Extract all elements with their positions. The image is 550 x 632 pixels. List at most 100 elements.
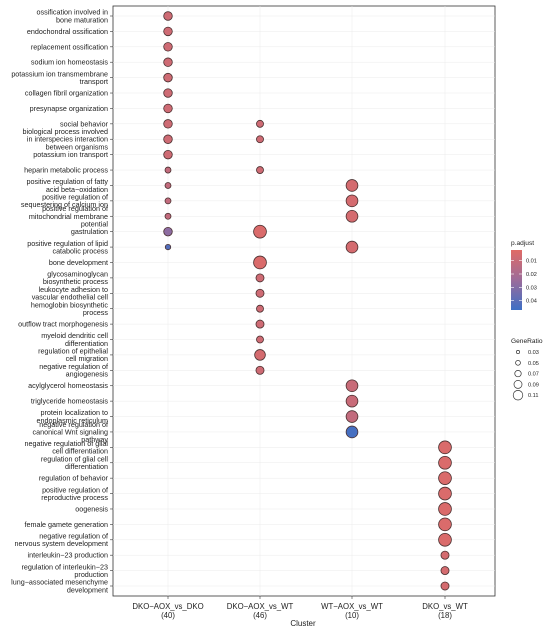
- term-label: potassium ion transport: [33, 150, 108, 159]
- data-point: [164, 243, 172, 251]
- color-legend-ticks: 0.01 0.02 0.03 0.04: [511, 259, 537, 305]
- term-label: regulation of behavior: [39, 474, 109, 483]
- data-point: [256, 166, 264, 174]
- term-label: potassium ion transmembrane transport: [11, 69, 108, 86]
- term-label: social behavior: [60, 119, 109, 128]
- data-point: [256, 304, 264, 313]
- cluster-count-label: (40): [161, 611, 175, 620]
- color-legend-title: p.adjust: [511, 240, 534, 247]
- term-label: oogenesis: [75, 504, 108, 513]
- cluster-count-label: (46): [253, 611, 267, 620]
- term-label: replacement ossification: [31, 42, 108, 51]
- size-legend-label: 0.07: [528, 372, 539, 378]
- term-label: regulation of glial cell differentiation: [41, 454, 109, 471]
- term-label: negative regulation of canonical Wnt sign…: [32, 420, 108, 444]
- data-point: [164, 212, 172, 220]
- cluster-name-label: DKO−AOX_vs_DKO: [132, 602, 203, 611]
- x-axis-title: Cluster: [290, 619, 316, 628]
- data-point: [253, 224, 267, 239]
- cluster-name-label: WT−AOX_vs_WT: [321, 602, 383, 611]
- data-points: [163, 11, 452, 591]
- data-point: [440, 550, 450, 560]
- term-label: acylglycerol homeostasis: [28, 381, 108, 390]
- term-label: gastrulation: [71, 227, 108, 236]
- data-point: [438, 532, 452, 547]
- term-label: sodium ion homeostasis: [31, 58, 109, 67]
- term-label: positive regulation of lipid catabolic pr…: [27, 239, 108, 256]
- data-point: [163, 11, 173, 21]
- data-point: [438, 486, 452, 501]
- data-point: [253, 255, 267, 270]
- term-label: heparin metabolic process: [24, 166, 108, 175]
- data-point: [163, 134, 173, 144]
- color-legend-bar: [511, 250, 522, 310]
- size-legend-circle: [514, 370, 522, 378]
- term-label: negative regulation of angiogenesis: [39, 362, 108, 379]
- data-point: [345, 194, 359, 208]
- term-label: positive regulation of fatty acid beta−ox…: [26, 177, 108, 194]
- data-point: [438, 455, 452, 470]
- data-point: [438, 440, 452, 455]
- data-point: [256, 119, 264, 128]
- size-legend-label: 0.05: [528, 361, 539, 367]
- term-label: glycosaminoglycan biosynthetic process: [43, 270, 109, 287]
- term-label: negative regulation of nervous system dev…: [15, 531, 108, 548]
- size-legend: GeneRatio 0.03 0.05 0.07 0.09 0.11: [511, 338, 543, 401]
- data-point: [164, 182, 172, 189]
- data-point: [345, 209, 359, 223]
- color-legend: p.adjust 0.01 0.02 0.03 0.04: [511, 240, 537, 310]
- data-point: [255, 365, 265, 375]
- size-legend-circle: [515, 350, 520, 355]
- term-label: female gamete generation: [24, 520, 108, 529]
- term-label: hemoglobin biosynthetic process: [31, 300, 109, 317]
- term-label: positive regulation of reproductive proce…: [41, 485, 108, 502]
- size-legend-items: 0.03 0.05 0.07 0.09 0.11: [512, 350, 539, 401]
- cluster-count-label: (10): [345, 611, 359, 620]
- data-point: [345, 410, 359, 423]
- data-point: [438, 517, 452, 532]
- data-point: [164, 166, 172, 174]
- term-label: endochondral ossification: [27, 27, 108, 36]
- term-label: triglyceride homeostasis: [31, 397, 109, 406]
- grid-lines: [113, 6, 495, 596]
- data-point: [163, 57, 173, 67]
- size-legend-label: 0.11: [528, 393, 538, 399]
- term-label: positive regulation of sequestering of ca…: [21, 193, 108, 210]
- data-point: [163, 26, 173, 37]
- data-point: [163, 72, 173, 83]
- data-point: [163, 149, 173, 160]
- data-point: [164, 197, 172, 205]
- data-point: [345, 394, 359, 408]
- cluster-count-label: (18): [438, 611, 452, 620]
- size-legend-circle: [512, 390, 524, 401]
- data-point: [345, 179, 359, 192]
- color-tick-label: 0.04: [526, 299, 537, 305]
- data-point: [256, 335, 264, 344]
- term-label: presynapse organization: [30, 104, 108, 113]
- data-point: [345, 425, 359, 439]
- term-label: ossification involved in bone maturation: [36, 8, 108, 25]
- size-legend-circle: [513, 380, 523, 389]
- size-legend-circle: [515, 360, 521, 366]
- data-point: [345, 240, 359, 254]
- color-tick-label: 0.03: [526, 285, 537, 291]
- term-label: negative regulation of glial cell differe…: [24, 439, 108, 456]
- term-label: myeloid dendritic cell differentiation: [41, 331, 108, 348]
- x-axis-cluster-labels: DKO−AOX_vs_DKO(40) DKO−AOX_vs_WT(46) WT−AO…: [132, 596, 468, 620]
- data-point: [256, 135, 264, 144]
- data-point: [255, 288, 265, 298]
- data-point: [163, 226, 173, 237]
- cluster-name-label: DKO−AOX_vs_WT: [227, 602, 294, 611]
- data-point: [163, 119, 173, 129]
- data-point: [440, 566, 450, 576]
- y-axis-term-labels: ossification involved in bone maturation e…: [11, 8, 113, 594]
- data-point: [163, 103, 173, 114]
- term-label: regulation of epithelial cell migration: [38, 347, 108, 364]
- data-point: [255, 273, 265, 283]
- data-point: [254, 349, 266, 361]
- term-label: collagen fibril organization: [25, 89, 108, 98]
- size-legend-title: GeneRatio: [511, 338, 543, 345]
- data-point: [345, 379, 359, 393]
- data-point: [163, 88, 173, 98]
- term-label: leukocyte adhesion to vascular endothelia…: [32, 285, 109, 302]
